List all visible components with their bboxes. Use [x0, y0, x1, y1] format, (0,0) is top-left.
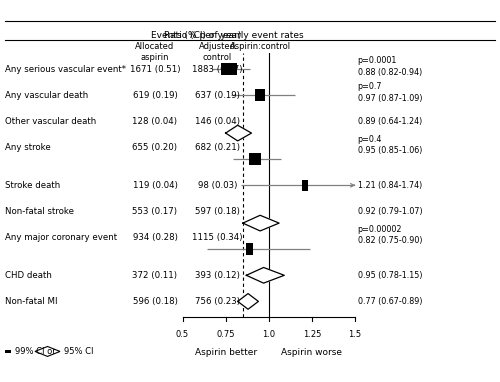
- Text: Allocated
aspirin: Allocated aspirin: [136, 42, 174, 62]
- Text: 934 (0.28): 934 (0.28): [132, 233, 178, 242]
- Text: 0.77 (0.67-0.89): 0.77 (0.67-0.89): [358, 297, 422, 306]
- Polygon shape: [226, 125, 252, 141]
- Text: 1.21 (0.84-1.74): 1.21 (0.84-1.74): [358, 181, 422, 190]
- Polygon shape: [243, 215, 279, 231]
- Text: 1671 (0.51): 1671 (0.51): [130, 65, 180, 74]
- Text: p=0.00002: p=0.00002: [358, 225, 402, 233]
- Text: Events (% per year): Events (% per year): [151, 31, 242, 40]
- Polygon shape: [238, 294, 258, 309]
- Text: Non-fatal stroke: Non-fatal stroke: [5, 207, 74, 216]
- Text: 95% CI: 95% CI: [64, 347, 94, 356]
- Text: 0.88 (0.82-0.94): 0.88 (0.82-0.94): [358, 68, 422, 77]
- Text: 1115 (0.34): 1115 (0.34): [192, 233, 243, 242]
- Text: 1.0: 1.0: [262, 330, 276, 339]
- Text: 619 (0.19): 619 (0.19): [132, 91, 178, 100]
- Text: Stroke death: Stroke death: [5, 181, 60, 190]
- Text: Other vascular death: Other vascular death: [5, 117, 96, 126]
- Text: 1883 (0.57): 1883 (0.57): [192, 65, 243, 74]
- Text: 597 (0.18): 597 (0.18): [195, 207, 240, 216]
- FancyBboxPatch shape: [246, 243, 253, 255]
- Text: 0.75: 0.75: [216, 330, 235, 339]
- Text: 393 (0.12): 393 (0.12): [195, 271, 240, 280]
- Text: Ratio (CI) of yearly event rates: Ratio (CI) of yearly event rates: [164, 31, 304, 40]
- Text: 655 (0.20): 655 (0.20): [132, 143, 178, 152]
- Text: Any vascular death: Any vascular death: [5, 91, 88, 100]
- Polygon shape: [246, 267, 284, 283]
- Text: 128 (0.04): 128 (0.04): [132, 117, 178, 126]
- Text: 98 (0.03): 98 (0.03): [198, 181, 237, 190]
- Text: 0.95 (0.85-1.06): 0.95 (0.85-1.06): [358, 146, 422, 155]
- Text: 372 (0.11): 372 (0.11): [132, 271, 178, 280]
- Text: Aspirin worse: Aspirin worse: [282, 348, 343, 358]
- Text: 0.5: 0.5: [176, 330, 189, 339]
- Text: Aspirin:control: Aspirin:control: [230, 42, 290, 51]
- Text: 682 (0.21): 682 (0.21): [195, 143, 240, 152]
- Text: 99% CI or: 99% CI or: [15, 347, 56, 356]
- FancyBboxPatch shape: [256, 89, 265, 101]
- Text: 1.5: 1.5: [348, 330, 362, 339]
- Text: 1.25: 1.25: [302, 330, 321, 339]
- Text: 146 (0.04): 146 (0.04): [195, 117, 240, 126]
- Text: p=0.0001: p=0.0001: [358, 56, 397, 65]
- Text: 0.97 (0.87-1.09): 0.97 (0.87-1.09): [358, 94, 422, 103]
- Text: p=0.7: p=0.7: [358, 83, 382, 91]
- Text: 596 (0.18): 596 (0.18): [132, 297, 178, 306]
- Text: CHD death: CHD death: [5, 271, 52, 280]
- Text: p=0.4: p=0.4: [358, 134, 382, 144]
- Text: Non-fatal MI: Non-fatal MI: [5, 297, 58, 306]
- Text: 756 (0.23): 756 (0.23): [195, 297, 240, 306]
- Text: Any serious vascular event*: Any serious vascular event*: [5, 65, 126, 74]
- Text: 553 (0.17): 553 (0.17): [132, 207, 178, 216]
- Text: 0.92 (0.79-1.07): 0.92 (0.79-1.07): [358, 207, 422, 216]
- Text: Adjusted
control: Adjusted control: [199, 42, 236, 62]
- Text: 637 (0.19): 637 (0.19): [195, 91, 240, 100]
- Text: Any major coronary event: Any major coronary event: [5, 233, 117, 242]
- FancyBboxPatch shape: [302, 180, 308, 191]
- Text: Any stroke: Any stroke: [5, 143, 51, 152]
- Text: 119 (0.04): 119 (0.04): [132, 181, 178, 190]
- Text: 0.82 (0.75-0.90): 0.82 (0.75-0.90): [358, 236, 422, 245]
- FancyBboxPatch shape: [249, 154, 261, 165]
- Text: 0.95 (0.78-1.15): 0.95 (0.78-1.15): [358, 271, 422, 280]
- Text: 0.89 (0.64-1.24): 0.89 (0.64-1.24): [358, 117, 422, 126]
- Text: Aspirin better: Aspirin better: [194, 348, 256, 358]
- FancyBboxPatch shape: [222, 63, 237, 75]
